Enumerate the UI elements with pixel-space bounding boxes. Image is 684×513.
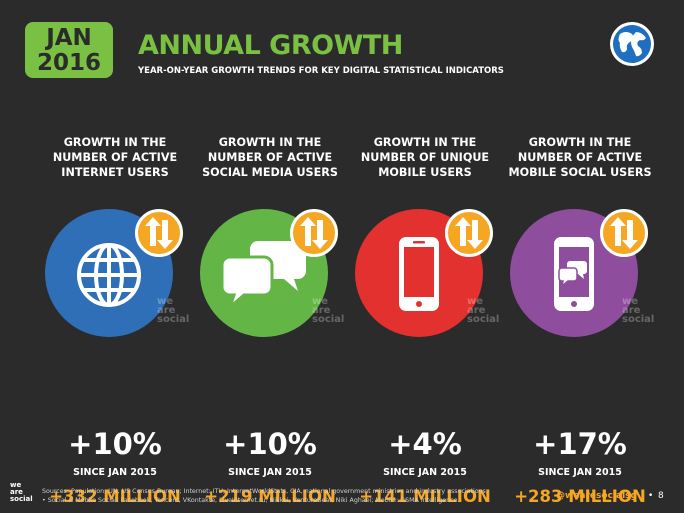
heading-line: MOBILE SOCIAL USERS: [508, 166, 652, 179]
indicator-heading: GROWTH IN THE NUMBER OF UNIQUE MOBILE US…: [350, 135, 500, 181]
since-label: SINCE JAN 2015: [538, 467, 622, 478]
growth-percent: +4%: [388, 427, 462, 461]
watermark-line: social: [622, 314, 655, 325]
heading-line: MOBILE USERS: [378, 166, 472, 179]
absolute-growth: +219 MILLION: [204, 487, 336, 506]
watermark-line: social: [467, 314, 500, 325]
date-month: JAN: [46, 25, 92, 51]
date-year: 2016: [36, 50, 101, 76]
absolute-growth: +283 MILLION: [514, 487, 646, 506]
globe-icon: [610, 22, 654, 66]
watermark-line: social: [157, 314, 190, 325]
absolute-growth: +141 MILLION: [359, 487, 491, 506]
growth-arrows-icon: [290, 209, 338, 257]
page-number: 8: [658, 491, 664, 501]
indicator-circle: [510, 209, 638, 337]
sources-line: Sources: Population: UN, US Census Burea…: [42, 488, 488, 495]
heading-line: NUMBER OF UNIQUE: [360, 151, 490, 164]
indicator-heading: GROWTH IN THE NUMBER OF ACTIVE INTERNET …: [40, 135, 190, 181]
heading-line: GROWTH IN THE: [63, 136, 167, 149]
absolute-growth: +332 MILLION: [49, 487, 181, 506]
indicator-unique-mobile: GROWTH IN THE NUMBER OF UNIQUE MOBILE US…: [350, 135, 500, 506]
sources-text: Sources: Population: UN, US Census Burea…: [42, 488, 532, 505]
watermark: we are social: [467, 296, 500, 325]
footer-separator: •: [648, 491, 654, 501]
watermark: we are social: [157, 296, 190, 325]
watermark-line: are: [467, 305, 486, 316]
heading-line: GROWTH IN THE: [528, 136, 632, 149]
since-label: SINCE JAN 2015: [228, 467, 312, 478]
growth-arrows-icon: [135, 209, 183, 257]
indicator-internet: GROWTH IN THE NUMBER OF ACTIVE INTERNET …: [40, 135, 190, 506]
watermark-line: we: [157, 296, 174, 307]
watermark: we are social: [312, 296, 345, 325]
sources-line: • Social & Mobile Social: Facebook, Tenc…: [42, 496, 460, 504]
since-label: SINCE JAN 2015: [73, 467, 157, 478]
heading-line: NUMBER OF ACTIVE: [517, 151, 643, 164]
date-badge: JAN 2016: [25, 22, 113, 78]
logo-line: social: [10, 495, 33, 503]
heading-line: GROWTH IN THE: [218, 136, 322, 149]
heading-line: INTERNET USERS: [61, 166, 169, 179]
growth-percent: +10%: [68, 427, 162, 461]
growth-arrows-icon: [600, 209, 648, 257]
heading-line: NUMBER OF ACTIVE: [207, 151, 333, 164]
heading-line: SOCIAL MEDIA USERS: [202, 166, 338, 179]
growth-arrows-icon: [445, 209, 493, 257]
watermark-line: we: [312, 296, 329, 307]
footer-logo: we are social: [10, 482, 33, 503]
indicator-heading: GROWTH IN THE NUMBER OF ACTIVE SOCIAL ME…: [195, 135, 345, 181]
social-handle: @wearesocialsg: [556, 491, 637, 501]
since-label: SINCE JAN 2015: [383, 467, 467, 478]
growth-percent: +17%: [533, 427, 627, 461]
watermark-line: we: [467, 296, 484, 307]
indicator-mobile-social: GROWTH IN THE NUMBER OF ACTIVE MOBILE SO…: [505, 135, 655, 506]
watermark-line: we: [622, 296, 639, 307]
heading-line: NUMBER OF ACTIVE: [52, 151, 178, 164]
mobile-phone-icon: [399, 237, 439, 311]
heading-line: GROWTH IN THE: [373, 136, 477, 149]
watermark-line: are: [157, 305, 176, 316]
watermark-line: are: [312, 305, 331, 316]
globe-grid-icon: [77, 243, 141, 307]
indicator-heading: GROWTH IN THE NUMBER OF ACTIVE MOBILE SO…: [505, 135, 655, 181]
watermark: we are social: [622, 296, 655, 325]
logo-line: we: [10, 481, 22, 489]
chat-bubbles-icon: [220, 241, 306, 312]
watermark-line: social: [312, 314, 345, 325]
indicator-social-media: GROWTH IN THE NUMBER OF ACTIVE SOCIAL ME…: [195, 135, 345, 506]
page-subtitle: YEAR-ON-YEAR GROWTH TRENDS FOR KEY DIGIT…: [138, 66, 504, 76]
logo-line: are: [10, 488, 23, 496]
page-title: ANNUAL GROWTH: [138, 30, 403, 61]
growth-percent: +10%: [223, 427, 317, 461]
mobile-chat-icon: [554, 237, 594, 311]
watermark-line: are: [622, 305, 641, 316]
